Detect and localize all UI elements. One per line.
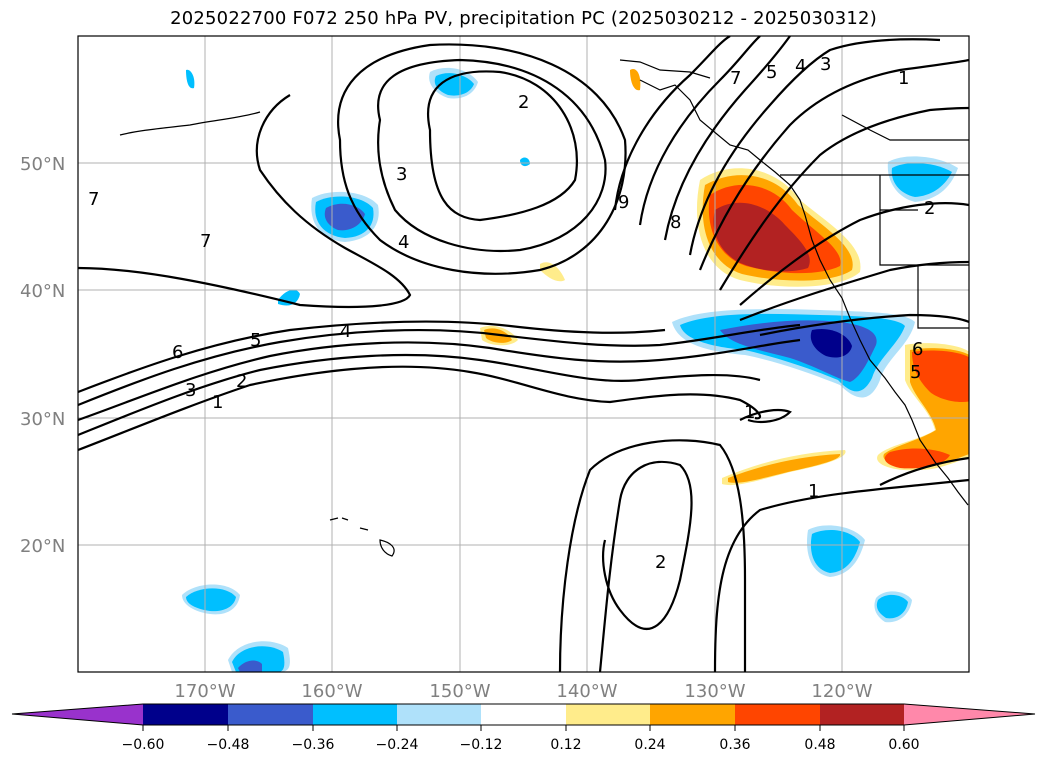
map-title: 2025022700 F072 250 hPa PV, precipitatio…: [170, 8, 877, 29]
map-panel: 1 2 3 4 5 6 7 8 9 2 3 4 5 4 3 7 1 2 1 1 …: [78, 36, 969, 672]
lon-label-140w: 140°W: [556, 681, 617, 702]
colorbar-segment: [397, 704, 481, 725]
colorbar-segment: [820, 704, 904, 725]
coastlines: [119, 59, 969, 557]
contour-label-4c: 4: [795, 56, 806, 77]
contour-label-3c: 3: [820, 54, 831, 75]
contour-label-7c: 7: [88, 189, 99, 210]
contour-label-5: 5: [250, 330, 261, 351]
colorbar-under-triangle: [12, 704, 143, 725]
lon-labels: 170°W 160°W 150°W 140°W 130°W 120°W: [174, 681, 872, 702]
contour-label-6b: 6: [912, 339, 923, 360]
contour-label-1: 1: [212, 392, 223, 413]
colorbar-tick: −0.60: [122, 737, 165, 753]
contour-label-8: 8: [670, 212, 681, 233]
graticule: [78, 36, 969, 672]
contour-label-1d: 1: [808, 481, 819, 502]
lat-label-30n: 30°N: [20, 409, 65, 430]
colorbar-tick: −0.12: [460, 737, 503, 753]
colorbar-tick: 0.60: [888, 737, 919, 753]
colorbar-tick: 0.24: [634, 737, 665, 753]
lat-label-20n: 20°N: [20, 536, 65, 557]
contour-label-5b: 5: [766, 62, 777, 83]
colorbar-over-triangle: [904, 704, 1035, 725]
colorbar-tick: −0.24: [376, 737, 419, 753]
colorbar-tick: −0.48: [207, 737, 250, 753]
contour-label-4b: 4: [398, 232, 409, 253]
lon-label-150w: 150°W: [429, 681, 490, 702]
lat-labels: 50°N 40°N 30°N 20°N: [20, 154, 65, 557]
contour-label-5c: 5: [910, 362, 921, 383]
colorbar-segment: [143, 704, 228, 725]
contour-label-2c: 2: [924, 198, 935, 219]
lat-label-40n: 40°N: [20, 281, 65, 302]
lon-label-120w: 120°W: [811, 681, 872, 702]
colorbar-segment: [650, 704, 735, 725]
colorbar-segment: [228, 704, 313, 725]
colorbar-tick: 0.12: [550, 737, 581, 753]
pv-contours: [78, 36, 969, 672]
colorbar-segment: [566, 704, 650, 725]
lon-label-160w: 160°W: [301, 681, 362, 702]
contour-label-2b: 2: [518, 92, 529, 113]
colorbar-tick: −0.36: [292, 737, 335, 753]
map-frame: [77, 35, 970, 673]
colorbar-segment: [735, 704, 820, 725]
colorbar-tick: 0.48: [804, 737, 835, 753]
lon-label-170w: 170°W: [174, 681, 235, 702]
contour-label-9: 9: [618, 192, 629, 213]
lon-label-130w: 130°W: [684, 681, 745, 702]
lat-label-50n: 50°N: [20, 154, 65, 175]
contour-label-2: 2: [236, 371, 247, 392]
contour-label-6: 6: [172, 342, 183, 363]
contour-label-4: 4: [340, 321, 351, 342]
colorbar-tick: 0.36: [719, 737, 750, 753]
contour-label-7: 7: [200, 231, 211, 252]
contour-label-2d: 2: [655, 552, 666, 573]
colorbar: −0.60 −0.48 −0.36 −0.24 −0.12 0.12 0.24 …: [11, 703, 1036, 753]
contour-label-1b: 1: [898, 68, 909, 89]
contour-label-7b: 7: [730, 68, 741, 89]
contour-labels: 1 2 3 4 5 6 7 8 9 2 3 4 5 4 3 7 1 2 1 1 …: [88, 54, 935, 573]
contour-label-3: 3: [185, 380, 196, 401]
contour-label-1c: 1: [744, 402, 755, 423]
colorbar-segment: [313, 704, 397, 725]
colorbar-segment: [481, 704, 566, 725]
contour-label-3b: 3: [396, 164, 407, 185]
